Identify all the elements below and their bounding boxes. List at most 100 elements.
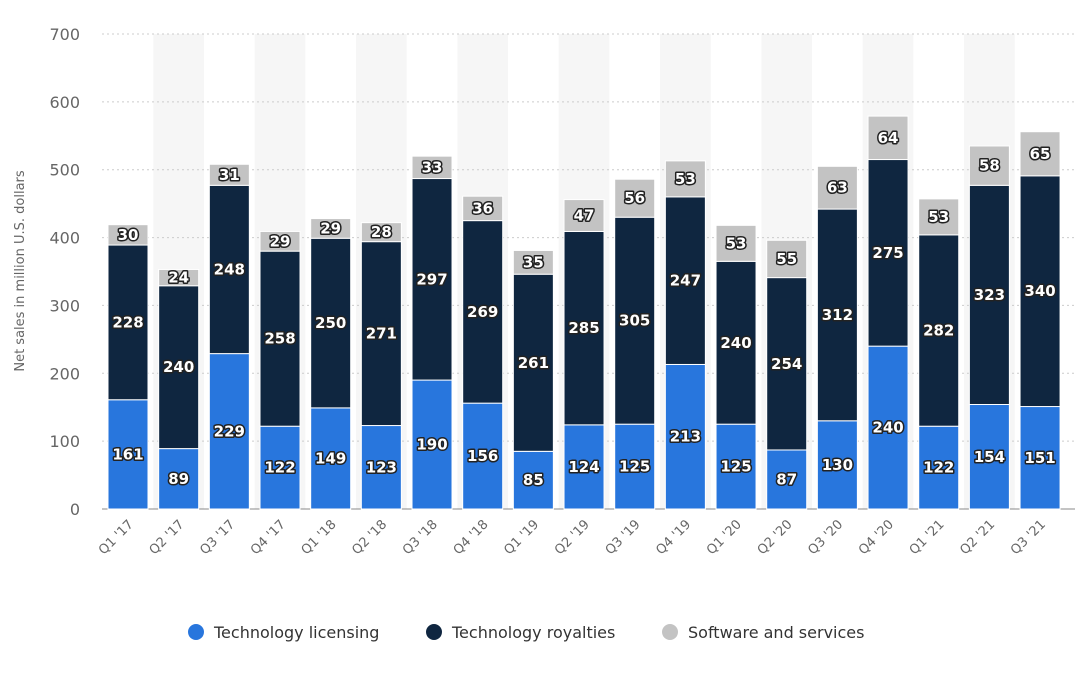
bar-segment [918,198,960,236]
data-label: 269 [467,303,498,321]
data-label: 31 [219,166,240,184]
x-tick-label: Q4 '18 [451,517,492,558]
bar-segment [512,450,554,510]
bar-segment [816,420,858,510]
bar-segment [158,268,200,287]
y-tick-label: 0 [70,500,80,519]
bar-segment [664,363,706,510]
y-tick-label: 500 [49,161,80,180]
bar-segment [614,216,656,425]
data-label: 258 [264,330,295,348]
y-tick-label: 200 [49,364,80,383]
data-label: 125 [720,458,751,476]
x-tick-label: Q2 '20 [755,517,796,558]
data-label: 240 [163,358,194,376]
x-tick-label: Q3 '19 [603,517,644,558]
bar-segment [1019,131,1061,177]
data-label: 28 [371,223,392,241]
data-label: 297 [416,270,447,288]
data-label: 213 [670,428,701,446]
y-axis-label: Net sales in million U.S. dollars [13,170,28,372]
data-label: 151 [1024,449,1055,467]
bar-segment [766,449,808,510]
data-label: 89 [168,470,189,488]
bar-segment [664,196,706,365]
x-tick-label: Q3 '21 [1008,517,1049,558]
bar-segment [918,234,960,427]
x-tick-label: Q1 '18 [299,517,340,558]
bar-segment [715,260,757,425]
bar-segment [360,241,402,427]
data-label: 154 [974,448,1005,466]
data-label: 229 [214,422,245,440]
bar-segment [462,402,504,510]
data-label: 240 [872,419,903,437]
data-label: 190 [416,436,447,454]
bar-segment [563,424,605,510]
data-label: 248 [214,260,245,278]
data-label: 87 [776,470,797,488]
data-label: 35 [523,253,544,271]
bar-segment [715,224,757,262]
bar-segment [158,285,200,450]
bar-segment [816,208,858,422]
data-label: 156 [467,447,498,465]
data-label: 123 [366,458,397,476]
x-tick-label: Q3 '17 [197,517,238,558]
bar-segment [766,277,808,451]
data-label: 312 [822,306,853,324]
bar-segment [664,160,706,198]
x-tick-label: Q2 '21 [957,517,998,558]
y-tick-label: 100 [49,432,80,451]
legend-marker [662,624,678,640]
data-label: 130 [822,456,853,474]
x-tick-label: Q3 '18 [400,517,441,558]
bar-segment [411,155,453,180]
bar-segment [512,273,554,452]
legend-marker [426,624,442,640]
data-label: 254 [771,355,802,373]
legend-label: Technology royalties [451,623,615,642]
data-label: 125 [619,458,650,476]
data-label: 36 [472,199,493,217]
data-label: 250 [315,314,346,332]
x-tick-label: Q1 '20 [704,517,745,558]
bar-segment [867,159,909,347]
data-label: 53 [726,234,747,252]
data-label: 261 [518,354,549,372]
data-label: 305 [619,312,650,330]
data-label: 65 [1030,145,1051,163]
bar-segment [208,353,250,510]
bar-segment [614,178,656,218]
y-tick-label: 300 [49,296,80,315]
data-label: 58 [979,157,1000,175]
data-label: 122 [923,459,954,477]
bar-segment [1019,175,1061,408]
x-tick-label: Q1 '17 [96,517,137,558]
bar-segment [867,115,909,161]
bar-segment [310,407,352,510]
data-label: 271 [366,325,397,343]
bar-segment [614,423,656,510]
bar-segment [462,195,504,222]
x-tick-label: Q4 '17 [248,517,289,558]
data-label: 30 [118,226,139,244]
bar-segment [310,218,352,239]
data-label: 33 [422,158,443,176]
data-label: 29 [320,219,341,237]
x-tick-label: Q2 '17 [147,517,188,558]
data-label: 240 [720,334,751,352]
data-label: 122 [264,459,295,477]
data-label: 247 [670,272,701,290]
data-label: 124 [568,458,599,476]
y-tick-label: 700 [49,25,80,44]
data-label: 64 [878,129,899,147]
legend-marker [188,624,204,640]
x-tick-label: Q1 '21 [907,517,948,558]
data-label: 53 [928,208,949,226]
bar-segment [512,249,554,275]
data-label: 55 [776,250,797,268]
bar-segment [107,224,149,246]
bar-segment [918,425,960,510]
bar-segment [816,165,858,210]
